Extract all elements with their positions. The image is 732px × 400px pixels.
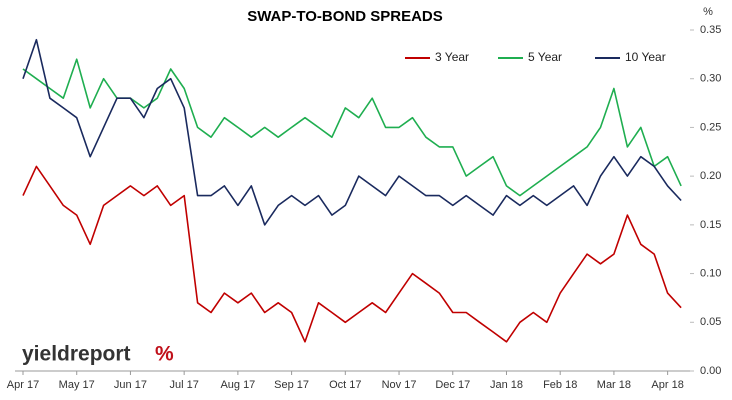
y-tick-label: 0.20 <box>700 170 721 182</box>
y-tick-label: 0.10 <box>700 267 721 279</box>
x-tick-label: Jun 17 <box>114 379 147 391</box>
y-unit: % <box>703 6 713 18</box>
x-tick-label: Dec 17 <box>435 379 470 391</box>
x-tick-label: Nov 17 <box>382 379 417 391</box>
x-tick-label: May 17 <box>59 379 95 391</box>
x-tick-label: Mar 18 <box>597 379 631 391</box>
logo-symbol: % <box>155 343 174 366</box>
x-tick-label: Feb 18 <box>543 379 577 391</box>
legend-label: 3 Year <box>435 50 469 64</box>
x-tick-label: Apr 17 <box>7 379 39 391</box>
x-tick-label: Apr 18 <box>651 379 683 391</box>
y-tick-label: 0.25 <box>700 121 721 133</box>
chart-title: SWAP-TO-BOND SPREADS <box>247 8 443 25</box>
y-tick-label: 0.30 <box>700 73 721 85</box>
y-tick-label: 0.05 <box>700 316 721 328</box>
legend-label: 5 Year <box>528 50 562 64</box>
x-tick-label: Aug 17 <box>220 379 255 391</box>
x-tick-label: Jan 18 <box>490 379 523 391</box>
legend-label: 10 Year <box>625 50 666 64</box>
series-line <box>22 38 682 226</box>
x-tick-label: Sep 17 <box>274 379 309 391</box>
series-line <box>22 58 682 197</box>
y-tick-label: 0.15 <box>700 219 721 231</box>
y-tick-label: 0.35 <box>700 24 721 36</box>
series-line <box>22 165 682 343</box>
y-tick-label: 0.00 <box>700 365 721 377</box>
x-tick-label: Oct 17 <box>329 379 361 391</box>
x-tick-label: Jul 17 <box>169 379 198 391</box>
logo-text: yieldreport <box>22 343 131 366</box>
